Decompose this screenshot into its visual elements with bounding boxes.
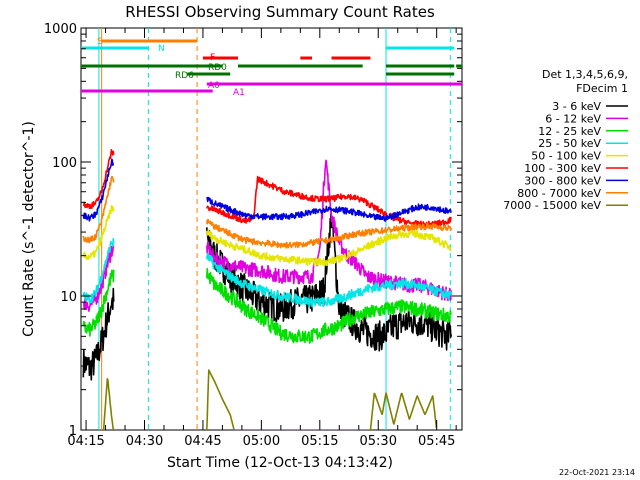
- flag-label-s: S: [97, 37, 103, 47]
- flag-label-f: F: [210, 53, 215, 63]
- series-line-0: [82, 210, 452, 381]
- y-tick-label-2: 100: [52, 156, 77, 171]
- x-tick-label-6: 05:45: [418, 434, 455, 449]
- x-tick-label-1: 04:30: [126, 434, 163, 449]
- series-line-8: [102, 369, 438, 430]
- y-tick-label-1: 10: [60, 290, 77, 305]
- legend-label-0: 3 - 6 keV: [552, 100, 601, 113]
- flag-label-n: N: [158, 44, 165, 54]
- legend-label-7: 800 - 7000 keV: [517, 187, 601, 200]
- chart-title: RHESSI Observing Summary Count Rates: [125, 3, 435, 21]
- series-line-5: [82, 149, 452, 229]
- flag-label-rd0: RD0: [208, 63, 227, 73]
- x-tick-label-4: 05:15: [301, 434, 338, 449]
- event-marker-lines: [98, 28, 451, 430]
- legend-label-8: 7000 - 15000 keV: [503, 199, 601, 212]
- x-tick-label-2: 04:45: [184, 434, 221, 449]
- series-group: [82, 149, 452, 430]
- legend-label-5: 100 - 300 keV: [524, 162, 601, 175]
- series-line-7: [82, 175, 452, 249]
- x-tick-label-0: 04:15: [67, 434, 104, 449]
- legend-label-1: 6 - 12 keV: [545, 112, 601, 125]
- x-axis-label: Start Time (12-Oct-13 04:13:42): [167, 455, 393, 471]
- series-line-4: [82, 205, 452, 267]
- flag-label-a0: A0: [208, 81, 220, 91]
- y-axis-label: Count Rate (s^-1 detector^-1): [21, 121, 37, 337]
- x-tick-label-3: 05:00: [243, 434, 280, 449]
- legend-label-4: 50 - 100 keV: [531, 150, 601, 163]
- legend-label-6: 300 - 800 keV: [524, 174, 601, 187]
- legend-label-2: 12 - 25 keV: [538, 125, 601, 138]
- legend-label-3: 25 - 50 keV: [538, 137, 601, 150]
- x-tick-label-5: 05:30: [360, 434, 397, 449]
- legend-header-line-2: FDecim 1: [576, 82, 628, 95]
- series-line-6: [82, 158, 452, 222]
- series-line-2: [82, 267, 452, 344]
- flag-label-a1: A1: [233, 88, 245, 98]
- footer-date: 22-Oct-2021 23:14: [559, 468, 635, 477]
- flag-label-rd6: RD6: [175, 71, 194, 81]
- y-tick-label-3: 1000: [44, 22, 77, 37]
- y-tick-label-0: 1: [69, 424, 77, 439]
- axes-group: 04:15 04:30 04:45 05:00 05:15 05:30 05:45 1 10 10…: [44, 22, 462, 449]
- legend-header-line-1: Det 1,3,4,5,6,9,: [542, 68, 628, 81]
